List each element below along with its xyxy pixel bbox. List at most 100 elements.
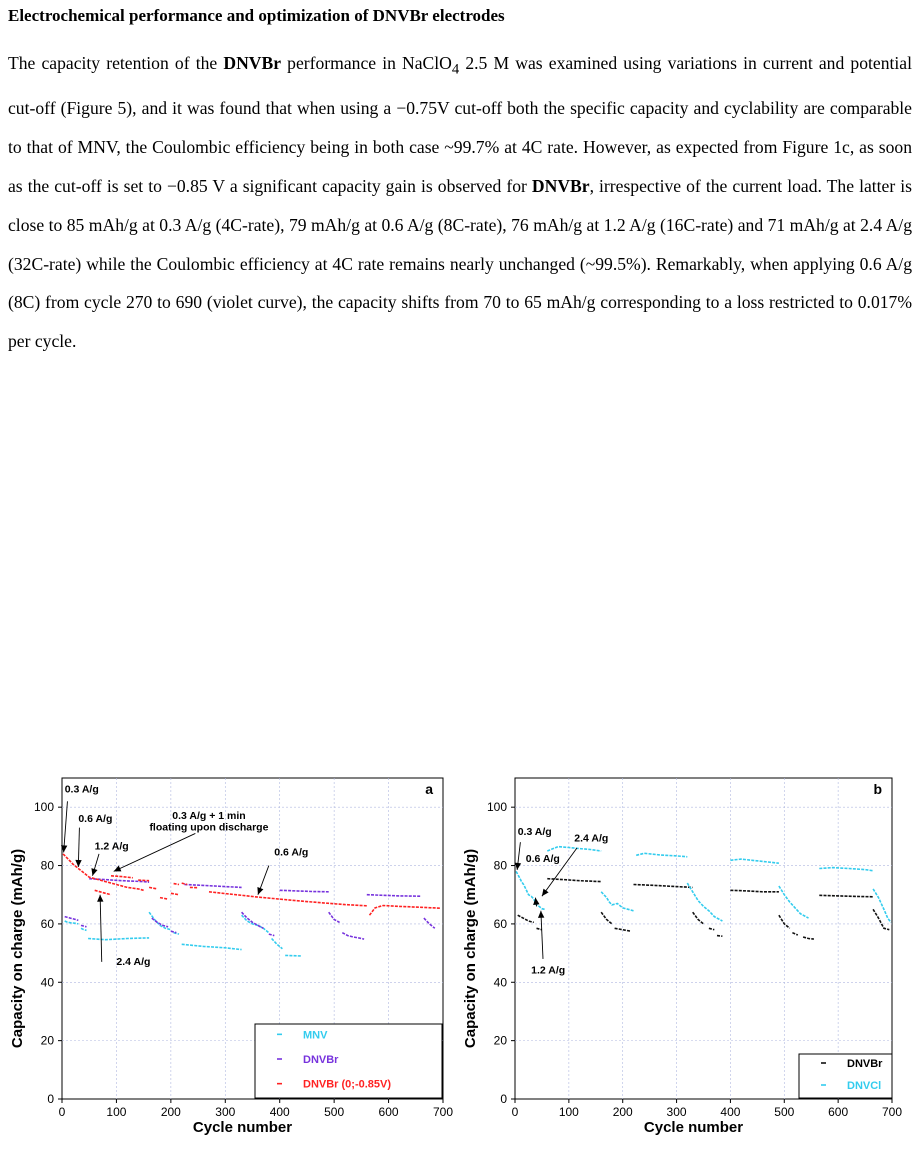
x-tick-label: 500 <box>774 1105 794 1119</box>
series-segment <box>614 927 631 932</box>
series-segment <box>792 931 799 936</box>
series-segment <box>88 937 150 941</box>
series-segment <box>423 917 436 929</box>
y-tick-label: 60 <box>41 917 55 931</box>
series-segment <box>686 882 723 922</box>
series-segment <box>241 911 264 930</box>
series-segment <box>716 934 723 937</box>
x-tick-label: 300 <box>215 1105 235 1119</box>
x-tick-label: 300 <box>667 1105 687 1119</box>
x-tick-label: 700 <box>882 1105 902 1119</box>
series-dnvbr <box>517 877 890 940</box>
series-segment <box>89 877 150 883</box>
paragraph-subscript: 4 <box>451 61 460 78</box>
series-segment <box>94 889 112 896</box>
annotation-arrow-line <box>113 833 196 872</box>
y-tick-label: 100 <box>487 800 507 814</box>
paragraph-text-3: 2.5 M was examined using variations in c… <box>8 53 912 196</box>
x-tick-label: 400 <box>270 1105 290 1119</box>
annotation-arrow-line <box>63 801 68 853</box>
series-segment <box>148 886 158 890</box>
y-tick-label: 0 <box>500 1092 507 1106</box>
x-axis-label: Cycle number <box>193 1119 292 1136</box>
x-tick-label: 500 <box>324 1105 344 1119</box>
annotation-label: 0.6 A/g <box>78 813 112 825</box>
series-segment <box>285 954 302 957</box>
x-tick-label: 200 <box>161 1105 181 1119</box>
series-segment <box>138 879 150 882</box>
annotation-arrow-head <box>537 910 545 918</box>
series-segment <box>159 896 169 900</box>
annotation-arrow-head <box>113 865 122 872</box>
series-segment <box>151 917 169 928</box>
y-tick-label: 80 <box>494 859 508 873</box>
annotation-arrow-line <box>99 894 103 962</box>
x-tick-label: 600 <box>379 1105 399 1119</box>
series-segment <box>692 911 705 925</box>
panel-label: b <box>873 781 882 797</box>
series-segment <box>872 908 890 931</box>
figure-panel-b: 0 100 200 300 400 500 600 700 0 20 40 60 80 100 Cycle … <box>462 777 902 1136</box>
panel-label: a <box>425 781 433 797</box>
annotation-arrow-head <box>533 897 540 905</box>
series-segment <box>819 894 874 898</box>
body-paragraph: The capacity retention of the DNVBr perf… <box>8 44 912 361</box>
annotation-label: 1.2 A/g <box>531 965 565 977</box>
series-segment <box>170 930 177 934</box>
series-segment <box>708 927 715 931</box>
series-segment <box>80 927 87 932</box>
y-tick-label: 40 <box>41 975 55 989</box>
annotation-label: 0.3 A/g + 1 min <box>172 810 245 822</box>
series-segment <box>636 852 688 858</box>
annotation-label: 0.6 A/g <box>274 846 308 858</box>
paragraph-bold-dnvbr-2: DNVBr <box>531 175 590 196</box>
series-segment <box>546 845 602 852</box>
series-segment <box>184 883 242 889</box>
plot-area <box>514 777 893 1100</box>
series-segment <box>600 911 613 925</box>
annotation-label: 1.2 A/g <box>95 840 129 852</box>
series-segment <box>802 936 814 940</box>
series-segment <box>181 882 188 886</box>
x-tick-label: 200 <box>613 1105 633 1119</box>
series-segment <box>173 882 180 886</box>
series-segment <box>819 866 874 872</box>
y-tick-label: 0 <box>47 1092 54 1106</box>
series-segment <box>148 911 172 931</box>
y-tick-label: 60 <box>494 917 508 931</box>
legend-box <box>798 1053 893 1099</box>
annotation-arrow-head <box>60 845 68 853</box>
series-segment <box>547 877 602 883</box>
series-segment <box>600 891 634 912</box>
series-segment <box>62 853 144 892</box>
x-tick-label: 600 <box>828 1105 848 1119</box>
annotation-label: floating upon discharge <box>149 822 268 834</box>
series-segment <box>208 891 367 907</box>
annotation-label: 0.6 A/g <box>526 853 560 865</box>
y-tick-label: 20 <box>41 1034 55 1048</box>
series-segment <box>778 885 809 919</box>
series-segment <box>872 888 892 923</box>
x-tick-label: 0 <box>512 1105 519 1119</box>
series-segment <box>515 871 545 911</box>
series-segment <box>181 943 242 951</box>
paragraph-text-4: , irrespective of the current load. The … <box>8 175 912 352</box>
paragraph-text-2: performance in NaClO <box>281 53 452 73</box>
annotation-arrow-head <box>97 894 104 902</box>
annotation-arrow-head <box>257 887 264 895</box>
annotation-arrow-head <box>91 868 98 876</box>
series-dnvbr-0-0-85v- <box>62 853 441 916</box>
series-segment <box>170 892 180 896</box>
series-segment <box>268 933 275 937</box>
series-segment <box>173 931 180 935</box>
y-tick-label: 100 <box>34 800 54 814</box>
y-axis-label: Capacity on charge (mAh/g) <box>462 849 479 1048</box>
series-segment <box>730 889 779 893</box>
legend-label: DNVBr <box>847 1058 883 1070</box>
y-tick-label: 80 <box>41 859 55 873</box>
y-tick-label: 40 <box>494 975 508 989</box>
series-segment <box>80 924 87 928</box>
annotation-arrow-line <box>541 847 578 897</box>
series-segment <box>328 911 340 924</box>
series-segment <box>366 893 422 897</box>
